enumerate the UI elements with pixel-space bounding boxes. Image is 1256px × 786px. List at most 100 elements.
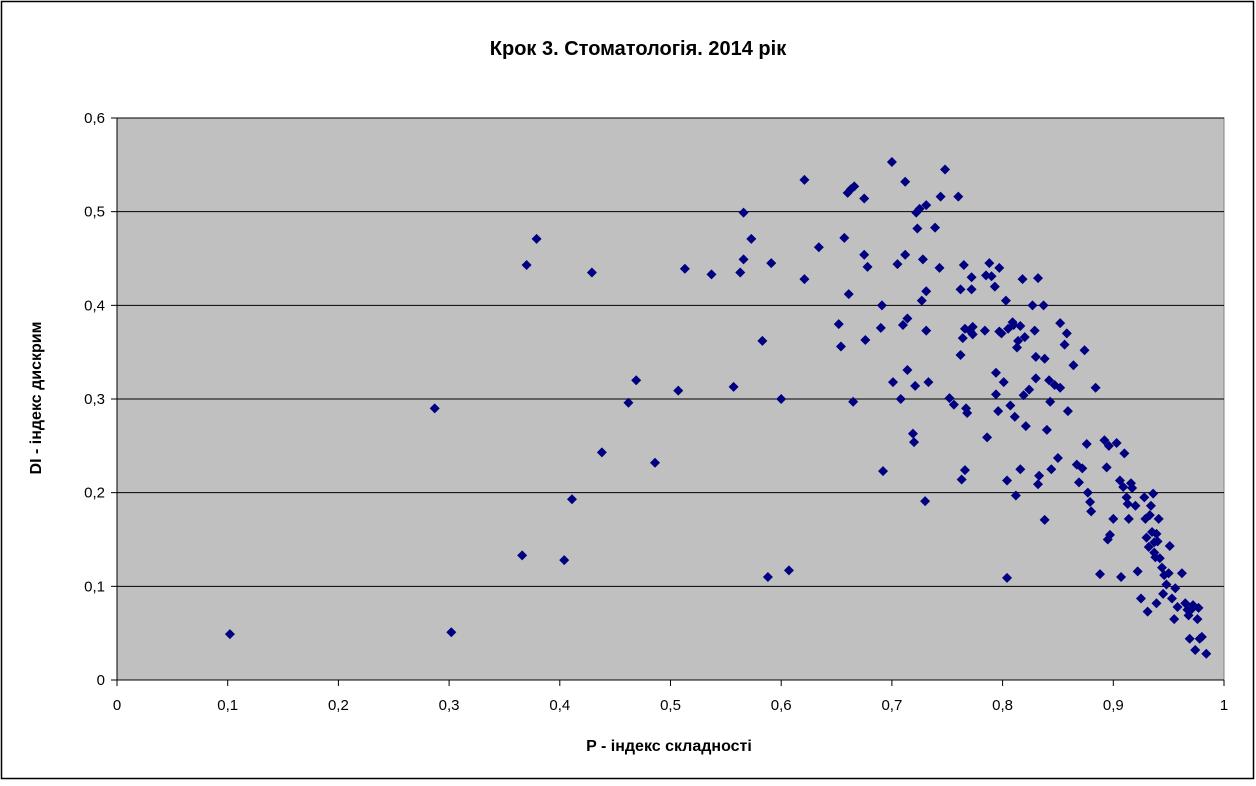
data-point bbox=[876, 300, 887, 311]
x-axis-label: P - індекс складності bbox=[586, 738, 752, 755]
data-point bbox=[650, 457, 661, 468]
y-tick-label: 0,3 bbox=[84, 391, 105, 408]
data-point bbox=[921, 286, 932, 297]
data-point bbox=[888, 377, 899, 388]
data-point bbox=[596, 447, 607, 458]
data-point bbox=[224, 629, 235, 640]
data-point bbox=[1008, 320, 1019, 331]
data-point bbox=[623, 397, 634, 408]
axes bbox=[111, 117, 1225, 686]
data-point bbox=[1141, 532, 1152, 543]
data-point bbox=[967, 321, 978, 332]
data-point bbox=[517, 550, 528, 561]
data-point bbox=[1085, 497, 1096, 508]
data-point bbox=[1073, 477, 1084, 488]
data-point bbox=[984, 258, 995, 269]
data-point bbox=[1099, 435, 1110, 446]
data-point bbox=[1116, 571, 1127, 582]
data-point bbox=[631, 375, 642, 386]
data-point bbox=[783, 565, 794, 576]
data-point bbox=[993, 406, 1004, 417]
data-point bbox=[998, 377, 1009, 388]
data-point bbox=[886, 157, 897, 168]
data-point bbox=[1104, 529, 1115, 540]
data-point bbox=[1163, 568, 1174, 579]
y-axis-label: DI - індекс дискрим bbox=[28, 322, 45, 475]
x-tick-label: 0,5 bbox=[660, 697, 681, 714]
data-point bbox=[738, 254, 749, 265]
data-point bbox=[959, 465, 970, 476]
data-point bbox=[902, 313, 913, 324]
data-point bbox=[1190, 645, 1201, 656]
data-point bbox=[909, 437, 920, 448]
data-point bbox=[1121, 492, 1132, 503]
data-point bbox=[878, 466, 889, 477]
data-point bbox=[895, 394, 906, 404]
data-point bbox=[989, 281, 1000, 292]
data-point bbox=[930, 222, 941, 233]
data-point bbox=[1059, 339, 1070, 350]
data-point bbox=[446, 627, 457, 638]
data-point bbox=[757, 335, 768, 346]
data-point bbox=[1020, 421, 1031, 432]
data-point bbox=[1101, 462, 1112, 473]
x-tick-label: 1 bbox=[1220, 697, 1228, 714]
data-point bbox=[1095, 569, 1106, 580]
x-tick-label: 0,3 bbox=[439, 697, 460, 714]
data-point bbox=[1081, 438, 1092, 449]
data-point bbox=[1030, 351, 1041, 362]
data-point bbox=[1079, 345, 1090, 356]
data-point bbox=[1119, 448, 1130, 459]
data-point bbox=[1011, 342, 1022, 353]
data-point bbox=[839, 232, 850, 243]
data-point bbox=[1196, 631, 1207, 642]
x-tick-label: 0,1 bbox=[217, 697, 238, 714]
data-point bbox=[1192, 614, 1203, 625]
data-point bbox=[914, 203, 925, 214]
data-point bbox=[429, 403, 440, 414]
data-point bbox=[1135, 593, 1146, 604]
data-point bbox=[1158, 588, 1169, 599]
y-tick-label: 0,4 bbox=[84, 297, 105, 314]
data-point bbox=[531, 233, 542, 244]
data-point bbox=[1000, 295, 1011, 306]
data-point bbox=[738, 207, 749, 218]
data-point bbox=[1055, 382, 1066, 393]
data-point bbox=[799, 174, 810, 185]
data-point bbox=[1044, 375, 1055, 386]
data-point bbox=[1010, 490, 1021, 501]
y-tick-label: 0,6 bbox=[84, 110, 105, 127]
data-point bbox=[859, 249, 870, 260]
data-point bbox=[1132, 566, 1143, 577]
data-point bbox=[566, 494, 577, 505]
data-point bbox=[1142, 606, 1153, 617]
data-point bbox=[1201, 648, 1212, 659]
data-point bbox=[920, 496, 931, 507]
data-point bbox=[962, 408, 973, 419]
data-point bbox=[1013, 335, 1024, 346]
data-point bbox=[859, 193, 870, 204]
data-point bbox=[1019, 332, 1030, 343]
data-point bbox=[521, 260, 532, 271]
data-point bbox=[1046, 464, 1057, 475]
data-point bbox=[1061, 328, 1072, 339]
data-point bbox=[900, 176, 911, 187]
data-point bbox=[948, 399, 959, 410]
data-point bbox=[1055, 318, 1066, 329]
data-point bbox=[843, 289, 854, 300]
data-point bbox=[1153, 513, 1164, 524]
data-point bbox=[860, 334, 871, 345]
x-tick-label: 0,4 bbox=[549, 697, 570, 714]
data-point bbox=[940, 164, 951, 175]
data-point bbox=[799, 274, 810, 285]
data-point bbox=[892, 259, 903, 270]
data-point bbox=[966, 284, 977, 295]
data-point bbox=[990, 367, 1001, 378]
data-point bbox=[1151, 598, 1162, 609]
data-point bbox=[921, 200, 932, 211]
y-tick-label: 0 bbox=[97, 672, 105, 689]
data-point bbox=[967, 329, 978, 340]
data-point bbox=[1018, 390, 1029, 401]
data-point bbox=[1062, 406, 1073, 417]
data-point bbox=[1143, 541, 1154, 552]
